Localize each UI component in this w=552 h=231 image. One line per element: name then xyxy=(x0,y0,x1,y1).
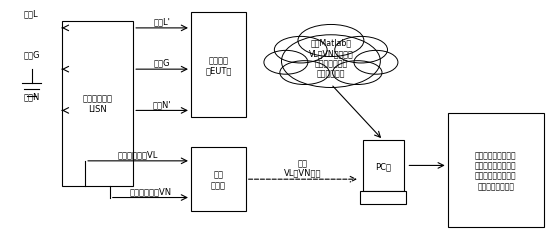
Text: 人工电源网络
LISN: 人工电源网络 LISN xyxy=(82,94,113,114)
Text: PC机: PC机 xyxy=(375,161,391,170)
Ellipse shape xyxy=(264,51,308,75)
Text: 导出: 导出 xyxy=(298,159,308,168)
Bar xyxy=(360,191,406,204)
Text: 地线G: 地线G xyxy=(23,51,40,60)
Text: 火线L: 火线L xyxy=(23,9,38,18)
Text: 数字
示波器: 数字 示波器 xyxy=(211,170,226,189)
Bar xyxy=(191,13,246,118)
Ellipse shape xyxy=(298,25,364,57)
Bar xyxy=(62,22,133,186)
Text: 火线L': 火线L' xyxy=(153,18,171,26)
Text: VL、VN数据: VL、VN数据 xyxy=(284,168,321,177)
Text: 利用Matlab对
VL、VN进行独立
分量分解，分离
出噪声源信号: 利用Matlab对 VL、VN进行独立 分量分解，分离 出噪声源信号 xyxy=(309,38,353,79)
Text: 将分离出的噪声信号
与被测设备中器件所
产生的信号进行特征
比较，确定噪声源: 将分离出的噪声信号 与被测设备中器件所 产生的信号进行特征 比较，确定噪声源 xyxy=(475,150,517,190)
Ellipse shape xyxy=(280,61,330,85)
Text: 火线噪声电压VL: 火线噪声电压VL xyxy=(118,150,158,159)
Ellipse shape xyxy=(282,36,380,88)
Text: 被测设备
（EUT）: 被测设备 （EUT） xyxy=(205,56,231,75)
Text: 零线N: 零线N xyxy=(23,92,40,101)
Ellipse shape xyxy=(354,51,398,75)
Text: 地线G: 地线G xyxy=(154,58,170,67)
Ellipse shape xyxy=(335,37,388,64)
Ellipse shape xyxy=(332,61,382,85)
Bar xyxy=(363,141,404,191)
Text: 零线N': 零线N' xyxy=(153,100,171,109)
Text: 零线噪声电压VN: 零线噪声电压VN xyxy=(129,186,172,195)
Bar xyxy=(191,147,246,211)
Bar xyxy=(448,113,544,227)
Ellipse shape xyxy=(274,37,327,64)
